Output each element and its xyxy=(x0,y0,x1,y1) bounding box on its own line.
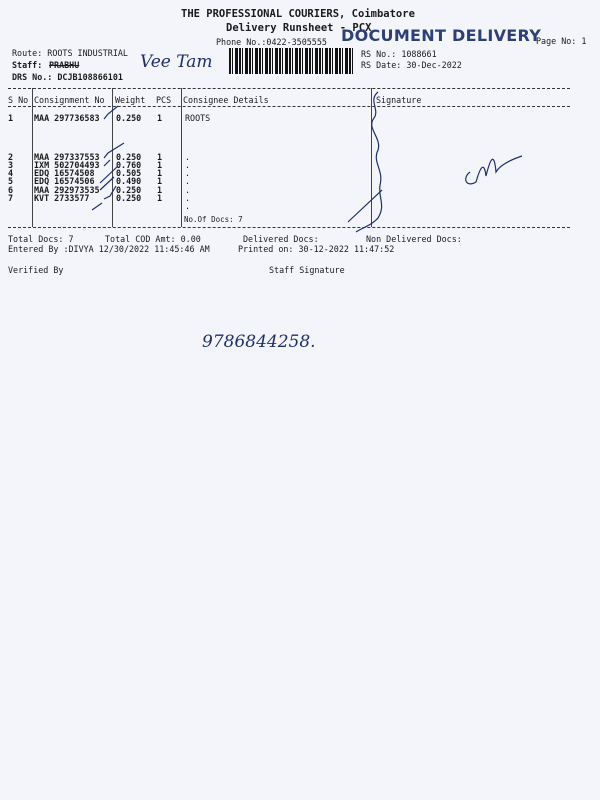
handwritten-phone: 9786844258. xyxy=(202,332,316,352)
col-consignment: Consignment No xyxy=(34,95,105,105)
row-details: . xyxy=(185,185,191,195)
row-cons: KVT 2733577 xyxy=(34,193,90,203)
row-cons: MAA 297337553 xyxy=(34,152,100,162)
row-details-trailing: . xyxy=(185,201,191,211)
row-sno: 4 xyxy=(8,168,14,178)
row-details: . xyxy=(185,160,191,170)
entered-by: Entered By :DIVYA 12/30/2022 11:45:46 AM xyxy=(8,244,210,254)
row-sno: 1 xyxy=(8,113,14,123)
row-pcs: 1 xyxy=(157,152,163,162)
no-of-docs: No.Of Docs: 7 xyxy=(184,215,243,224)
row-details: . xyxy=(185,152,191,162)
row-weight: 0.250 xyxy=(116,193,142,203)
row-sno: 7 xyxy=(8,193,14,203)
rs-number: RS No.: 1088661 xyxy=(361,49,437,59)
row-weight: 0.250 xyxy=(116,113,142,123)
row-cons: MAA 297736583 xyxy=(34,113,100,123)
row-pcs: 1 xyxy=(157,168,163,178)
row-weight: 0.250 xyxy=(116,152,142,162)
delivered-docs: Delivered Docs: xyxy=(243,234,319,244)
total-cod: Total COD Amt: 0.00 xyxy=(105,234,201,244)
row-weight: 0.505 xyxy=(116,168,142,178)
signature-stroke xyxy=(347,189,383,223)
row-cons: EDQ 16574506 xyxy=(34,176,95,186)
rs-date: RS Date: 30-Dec-2022 xyxy=(361,60,462,70)
page-number: Page No: 1 xyxy=(536,36,587,46)
row-sno: 5 xyxy=(8,176,14,186)
staff-signature: Staff Signature xyxy=(269,265,345,275)
row-pcs: 1 xyxy=(157,185,163,195)
col-sno: S No xyxy=(8,95,29,105)
drs-number: DRS No.: DCJB108866101 xyxy=(12,72,123,82)
verified-by: Verified By xyxy=(8,265,64,275)
document-delivery-stamp: DOCUMENT DELIVERY xyxy=(341,26,542,45)
non-delivered-docs: Non Delivered Docs: xyxy=(366,234,462,244)
col-weight: Weight xyxy=(115,95,146,105)
row-pcs: 1 xyxy=(157,176,163,186)
signature-initials xyxy=(465,155,523,185)
row-cons: MAA 292973535 xyxy=(34,185,100,195)
row-cons: EDQ 16574508 xyxy=(34,168,95,178)
row-details: ROOTS xyxy=(185,113,211,123)
row-weight: 0.760 xyxy=(116,160,142,170)
row-pcs: 1 xyxy=(157,113,163,123)
row-details: . xyxy=(185,176,191,186)
staff-name: PRABHU xyxy=(49,60,80,70)
phone-number: Phone No.:0422-3505555 xyxy=(216,37,327,47)
row-sno: 3 xyxy=(8,160,14,170)
route: Route: ROOTS INDUSTRIAL xyxy=(12,48,128,58)
row-details: . xyxy=(185,193,191,203)
col-pcs: PCS xyxy=(156,95,172,105)
row-cons: IXM 502704493 xyxy=(34,160,100,170)
document-title: Delivery Runsheet - PCX xyxy=(226,22,372,34)
row-sno: 6 xyxy=(8,185,14,195)
row-weight: 0.250 xyxy=(116,185,142,195)
total-docs: Total Docs: 7 xyxy=(8,234,74,244)
row-pcs: 1 xyxy=(157,160,163,170)
row-details: . xyxy=(185,168,191,178)
staff-label: Staff: xyxy=(12,60,43,70)
row-weight: 0.490 xyxy=(116,176,142,186)
barcode xyxy=(229,48,354,74)
row-sno: 2 xyxy=(8,152,14,162)
row-pcs: 1 xyxy=(157,193,163,203)
col-consignee: Consignee Details xyxy=(183,95,269,105)
company-name: THE PROFESSIONAL COURIERS, Coimbatore xyxy=(181,8,415,20)
col-signature: Signature xyxy=(376,95,422,105)
printed-on: Printed on: 30-12-2022 11:47:52 xyxy=(238,244,395,254)
handwritten-staff-name: Vee Tam xyxy=(140,52,213,72)
signature-scribble xyxy=(355,91,383,233)
